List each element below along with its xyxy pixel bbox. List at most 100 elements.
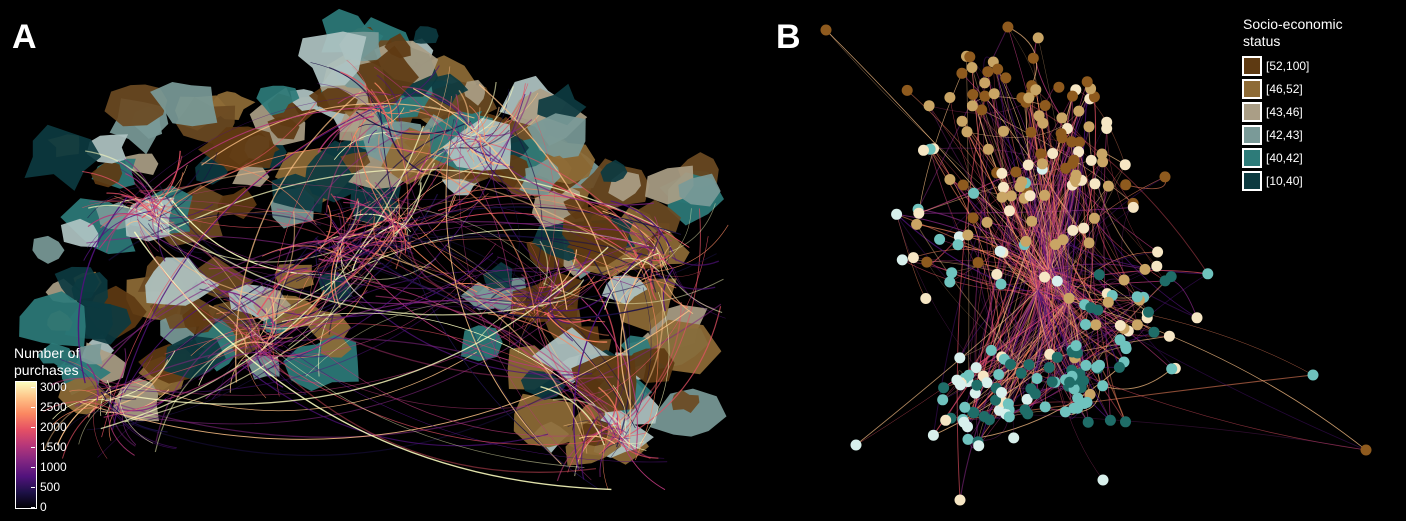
map-district xyxy=(526,113,586,159)
network-node xyxy=(1039,271,1051,283)
network-node xyxy=(968,187,980,199)
network-node xyxy=(1020,235,1032,247)
map-district xyxy=(256,85,300,116)
purchase-flow-arc xyxy=(458,90,470,137)
purchase-flow-arc xyxy=(468,105,486,143)
purchase-flow-arc xyxy=(105,208,139,253)
purchases-colorbar xyxy=(15,381,37,509)
purchase-flow-arc xyxy=(153,145,458,220)
purchase-flow-arc xyxy=(531,259,559,311)
purchase-flow-arc xyxy=(233,325,646,446)
network-edge xyxy=(1093,183,1125,281)
network-node xyxy=(934,233,946,245)
status-legend-title-line2: status xyxy=(1243,33,1281,49)
status-swatch xyxy=(1242,125,1262,145)
purchases-tick-mark xyxy=(31,427,35,428)
network-node xyxy=(1070,340,1082,352)
network-node xyxy=(1022,159,1034,171)
purchase-flow-arc xyxy=(616,417,666,491)
network-node xyxy=(1031,373,1043,384)
network-edge xyxy=(1028,97,1056,383)
network-edge xyxy=(963,299,1069,423)
purchase-flow-arc xyxy=(337,91,392,104)
network-node xyxy=(954,379,966,391)
network-edge xyxy=(1007,289,1041,405)
network-node xyxy=(1004,205,1015,217)
network-node xyxy=(1002,398,1014,410)
purchase-flow-arc xyxy=(105,382,131,400)
purchase-flow-arc xyxy=(100,125,425,430)
network-node xyxy=(959,401,971,413)
purchase-flow-arc xyxy=(474,149,532,201)
purchase-flow-arc xyxy=(211,269,544,400)
purchase-flow-arc xyxy=(83,210,152,261)
network-node xyxy=(967,89,979,100)
network-edge xyxy=(956,96,986,501)
network-edge xyxy=(1125,176,1167,190)
network-edge xyxy=(1010,289,1039,365)
map-district xyxy=(671,389,700,413)
network-edge xyxy=(1047,269,1104,481)
network-node xyxy=(967,212,979,224)
network-node xyxy=(920,293,932,304)
purchase-flow-arc xyxy=(479,292,526,318)
network-node xyxy=(982,66,994,78)
network-node xyxy=(1014,181,1026,193)
purchase-flow-arc xyxy=(134,197,567,316)
map-district xyxy=(217,187,257,220)
network-node xyxy=(820,24,832,36)
network-node xyxy=(1113,361,1125,373)
purchase-flow-arc xyxy=(106,192,156,217)
purchase-flow-arc xyxy=(655,272,716,290)
network-node xyxy=(1039,189,1051,201)
purchase-flow-arc xyxy=(282,275,373,353)
status-label: [43,46] xyxy=(1266,105,1303,119)
network-node xyxy=(1151,260,1163,272)
purchase-flow-arc xyxy=(52,407,102,426)
purchase-flow-arc xyxy=(369,106,422,115)
network-node xyxy=(1068,154,1080,166)
purchase-flow-arc xyxy=(351,241,392,282)
purchase-flow-arc xyxy=(288,244,339,346)
purchase-flow-arc xyxy=(262,351,597,473)
network-node xyxy=(1202,268,1214,280)
status-label: [10,40] xyxy=(1266,174,1303,188)
purchase-flow-arc xyxy=(352,215,639,413)
purchase-flow-arc xyxy=(651,254,670,262)
purchase-flow-arc xyxy=(105,350,176,402)
purchase-flow-arc xyxy=(390,248,432,268)
network-edge xyxy=(1078,151,1094,325)
network-node xyxy=(1083,121,1095,133)
network-node xyxy=(983,414,995,426)
network-edge xyxy=(1067,96,1097,301)
purchase-flow-arc xyxy=(536,285,546,348)
purchase-flow-arc xyxy=(334,194,346,240)
purchase-flow-arc xyxy=(107,412,135,456)
purchase-flow-arc xyxy=(353,182,398,255)
map-district xyxy=(600,159,628,182)
purchase-flow-arc xyxy=(624,262,663,310)
network-edge xyxy=(1067,299,1367,451)
network-nodes xyxy=(820,21,1372,506)
network-node xyxy=(956,115,968,127)
network-node xyxy=(1067,224,1079,236)
purchase-flow-arc xyxy=(164,323,629,418)
network-node xyxy=(1033,110,1045,122)
purchase-flow-arc xyxy=(150,165,641,265)
purchase-flow-arc xyxy=(358,123,383,128)
network-edge xyxy=(995,117,1063,389)
purchase-flow-arc xyxy=(606,306,722,447)
purchases-tick-mark xyxy=(31,447,35,448)
network-node xyxy=(971,379,983,391)
purchases-tick-mark xyxy=(31,507,35,508)
network-edge xyxy=(966,110,1079,138)
purchase-flow-arc xyxy=(324,212,343,252)
purchase-flow-arc xyxy=(241,364,549,447)
status-swatch xyxy=(1242,102,1262,122)
network-edge xyxy=(1007,269,1049,405)
network-node xyxy=(1143,306,1154,318)
network-node xyxy=(1191,312,1203,324)
network-edge xyxy=(1047,98,1091,271)
network-node xyxy=(1159,275,1171,287)
network-node xyxy=(1023,359,1035,371)
